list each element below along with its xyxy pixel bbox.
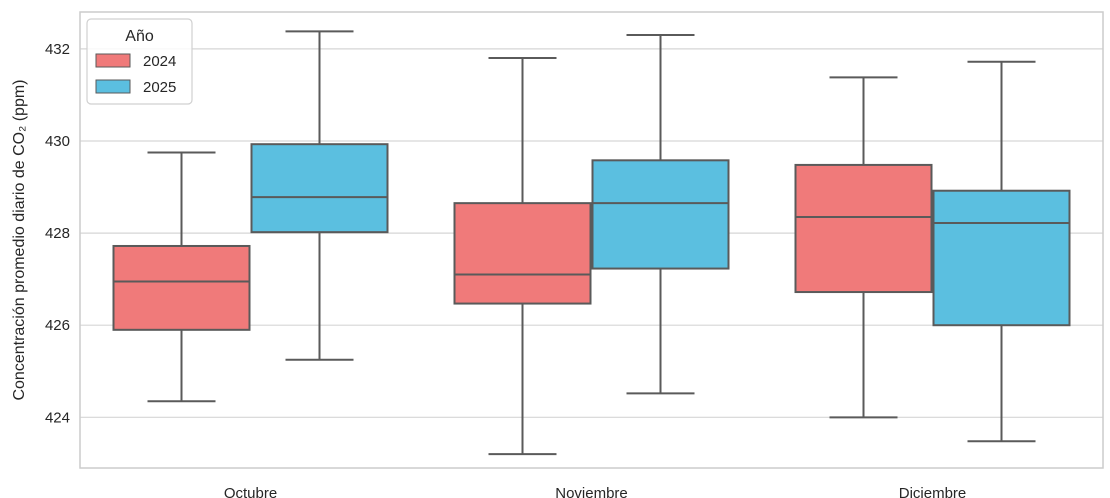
x-tick-label-octubre: Octubre bbox=[224, 485, 277, 498]
box-2025-octubre bbox=[250, 30, 389, 361]
plot-frame bbox=[79, 11, 1104, 469]
x-tick-label-diciembre: Diciembre bbox=[899, 485, 967, 498]
iqr-box bbox=[112, 244, 251, 331]
box-plots bbox=[112, 30, 1071, 456]
iqr-box bbox=[250, 143, 389, 234]
iqr-box bbox=[932, 189, 1071, 327]
box-2024-noviembre bbox=[453, 57, 592, 456]
legend-label-2024: 2024 bbox=[143, 53, 176, 70]
x-tick-label-noviembre: Noviembre bbox=[555, 485, 628, 498]
legend-swatch-2024 bbox=[95, 53, 131, 68]
axis-ticks: 424 426 428 430 432 Octubre Noviembre Diciembre bbox=[45, 41, 966, 498]
legend-swatch-2025 bbox=[95, 79, 131, 94]
y-tick-label-430: 430 bbox=[45, 133, 70, 150]
box-2025-noviembre bbox=[591, 34, 730, 395]
legend-label-2025: 2025 bbox=[143, 79, 176, 96]
iqr-box bbox=[453, 202, 592, 305]
box-2024-octubre bbox=[112, 151, 251, 403]
iqr-box bbox=[591, 159, 730, 270]
legend-title: Año bbox=[125, 28, 154, 45]
y-tick-label-428: 428 bbox=[45, 225, 70, 242]
y-tick-label-432: 432 bbox=[45, 41, 70, 58]
y-axis-label: Concentración promedio diario de CO₂ (pp… bbox=[11, 79, 28, 400]
y-tick-label-424: 424 bbox=[45, 409, 70, 426]
y-tick-label-426: 426 bbox=[45, 317, 70, 334]
legend: Año 2024 2025 bbox=[86, 18, 193, 105]
box-2025-diciembre bbox=[932, 60, 1071, 443]
iqr-box bbox=[794, 163, 933, 294]
box-2024-diciembre bbox=[794, 76, 933, 419]
